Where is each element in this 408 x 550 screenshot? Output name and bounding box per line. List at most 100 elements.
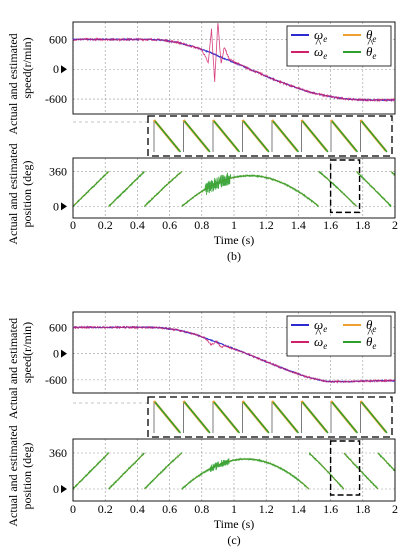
xtick-label: 0.8 [194, 502, 209, 516]
speed-ylabel-line1: Actual and estimated [6, 33, 20, 134]
x-axis-label: Time (s) [214, 517, 255, 531]
zoom-inset [73, 115, 395, 157]
x-axis-label: Time (s) [214, 233, 255, 247]
zoom-estimated-position-tooth [301, 120, 329, 153]
speed-axes-frame [72, 21, 396, 115]
zoom-estimated-position-tooth [272, 120, 300, 153]
speed-ytick-label: -600 [45, 373, 67, 387]
position-ytick-label: 360 [49, 165, 67, 179]
zoom-estimated-position-tooth [360, 120, 388, 153]
legend-hat-mark: ^ [367, 35, 374, 50]
xtick-label: 1.2 [259, 218, 274, 232]
xtick-label: 0.2 [98, 502, 113, 516]
zoom-estimated-position-tooth [154, 401, 182, 434]
position-subplot: 360 0 [49, 157, 396, 219]
speed-ytick-label: 600 [49, 32, 67, 46]
position-zero-marker [61, 485, 67, 493]
xtick-label: 1.8 [355, 218, 370, 232]
xtick-label: 1.4 [291, 218, 306, 232]
speed-zero-marker [61, 349, 67, 358]
speed-ylabel-line1: Actual and estimated [6, 318, 20, 419]
panel-caption: (c) [227, 533, 240, 547]
legend-entry-label: ωe [314, 44, 327, 61]
position-ylabel-line2: position (deg) [20, 443, 34, 510]
zoom-window-frame [147, 396, 393, 438]
legend-box [286, 315, 392, 357]
legend-box [286, 25, 392, 67]
legend-entry-label: ωe [314, 317, 327, 334]
xtick-label: 0 [70, 502, 76, 516]
zoom-estimated-position-tooth [331, 120, 359, 153]
zoom-estimated-position-tooth [183, 120, 211, 153]
xtick-label: 0.2 [98, 218, 113, 232]
legend-entry-label: ωe [314, 334, 327, 351]
xtick-label: 1 [231, 502, 237, 516]
speed-ytick-label: -600 [45, 92, 67, 106]
zoom-estimated-position-tooth [242, 401, 270, 434]
position-ytick-label: 360 [49, 446, 67, 460]
legend-entry-label: θe [366, 334, 376, 351]
xtick-label: 1.6 [323, 502, 338, 516]
zoom-estimated-position-tooth [301, 401, 329, 434]
position-subplot: 360 0 [49, 438, 396, 502]
position-ytick-label: 0 [53, 482, 59, 496]
position-ytick-label: 0 [53, 199, 59, 213]
position-ylabel-line2: position (deg) [20, 161, 34, 228]
position-zero-marker [61, 202, 67, 211]
zoom-estimated-position-tooth [154, 120, 182, 153]
zoom-estimated-position-tooth [213, 401, 241, 434]
xtick-label: 0.4 [130, 218, 145, 232]
zoom-estimated-position-tooth [183, 401, 211, 434]
position-axes-frame [72, 157, 396, 219]
xtick-label: 0.4 [130, 502, 145, 516]
legend-hat-mark: ^ [315, 35, 322, 50]
legend-entry-label: θe [366, 317, 376, 334]
estimated-position-line [72, 170, 396, 208]
zoom-estimated-position-tooth [272, 401, 300, 434]
estimated-speed-line [72, 325, 396, 384]
legend-hat-mark: ^ [315, 325, 322, 340]
speed-ytick-label: 0 [53, 347, 59, 361]
speed-ytick-label: 600 [49, 320, 67, 334]
position-ylabel-line1: Actual and estimated [6, 143, 20, 244]
legend-entry-label: ωe [314, 27, 327, 44]
xtick-label: 1.2 [259, 502, 274, 516]
position-axes-frame [72, 438, 396, 502]
zoom-window-frame [147, 115, 393, 157]
legend-hat-mark: ^ [367, 325, 374, 340]
estimated-position-line [72, 451, 396, 491]
zoom-estimated-position-tooth [331, 401, 359, 434]
speed-zero-marker [61, 65, 67, 74]
xtick-label: 0.6 [162, 502, 177, 516]
zoom-estimated-position-tooth [242, 120, 270, 153]
position-ylabel-line1: Actual and estimated [6, 425, 20, 526]
xtick-label: 1.4 [291, 502, 306, 516]
position-zoom-box [329, 159, 361, 214]
xtick-label: 2 [392, 502, 398, 516]
position-zoom-box [329, 440, 361, 496]
zoom-inset [73, 396, 395, 438]
xtick-label: 1.8 [355, 502, 370, 516]
speed-ylabel-line2: speed(r/min) [20, 322, 34, 383]
speed-subplot: 600 0 -600 [45, 21, 396, 115]
xtick-label: 0 [70, 218, 76, 232]
speed-ytick-label: 0 [53, 62, 59, 76]
zoom-estimated-position-tooth [213, 120, 241, 153]
estimated-speed-line [72, 23, 396, 103]
speed-axes-frame [72, 311, 396, 394]
speed-ylabel-line2: speed(r/min) [20, 37, 34, 98]
xtick-label: 1.6 [323, 218, 338, 232]
zoom-estimated-position-tooth [360, 401, 388, 434]
xtick-label: 0.8 [194, 218, 209, 232]
legend-entry-label: θe [366, 27, 376, 44]
panel-caption: (b) [227, 249, 241, 263]
xtick-label: 0.6 [162, 218, 177, 232]
legend-entry-label: θe [366, 44, 376, 61]
xtick-label: 1 [231, 218, 237, 232]
